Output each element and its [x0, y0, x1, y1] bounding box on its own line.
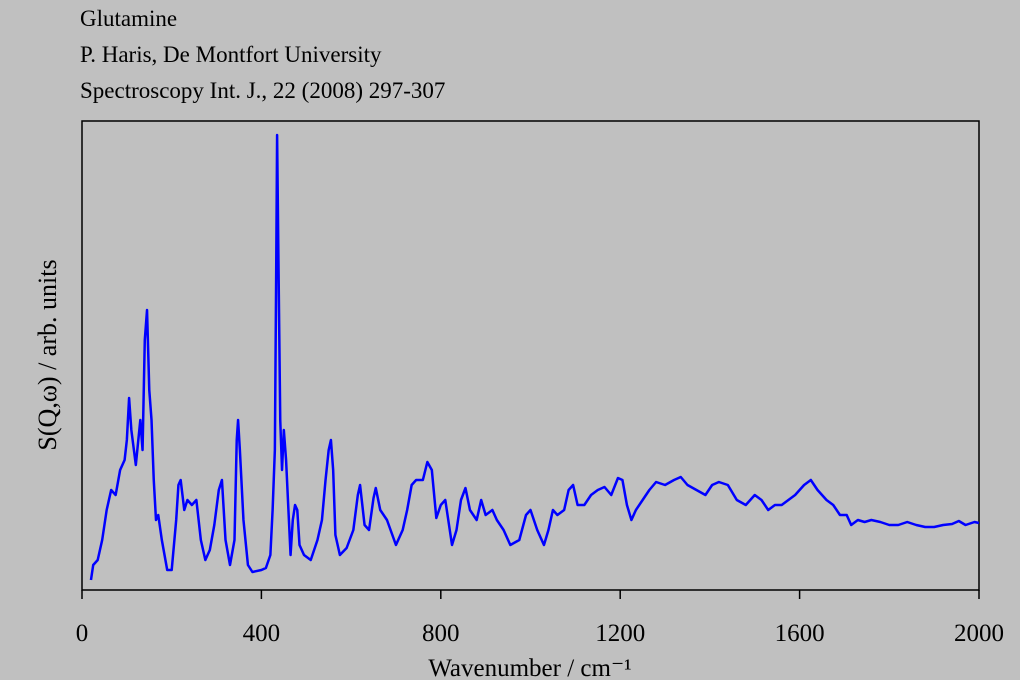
x-tick-label: 800 — [422, 620, 460, 647]
x-tick-label: 2000 — [954, 620, 1004, 647]
chart-subtitle: P. Haris, De Montfort University — [80, 42, 382, 67]
x-tick-label: 0 — [76, 620, 89, 647]
chart-title: Glutamine — [80, 6, 177, 31]
chart-subtitle: Spectroscopy Int. J., 22 (2008) 297-307 — [80, 78, 445, 103]
x-axis-label: Wavenumber / cm⁻¹ — [428, 655, 631, 680]
plot-frame — [81, 120, 980, 591]
x-tick-label: 1600 — [775, 620, 825, 647]
spectrum-line — [89, 133, 980, 581]
x-tick-label: 400 — [243, 620, 281, 647]
y-axis-label: S(Q,ω) / arb. units — [33, 259, 62, 450]
x-tick-label: 1200 — [595, 620, 645, 647]
